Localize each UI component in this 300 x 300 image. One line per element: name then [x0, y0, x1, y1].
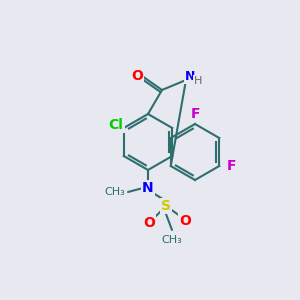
Text: H: H: [194, 76, 202, 86]
Text: O: O: [179, 214, 191, 228]
Text: O: O: [143, 216, 155, 230]
Text: N: N: [185, 70, 195, 83]
Text: Cl: Cl: [108, 118, 123, 132]
Text: CH₃: CH₃: [162, 235, 182, 245]
Text: O: O: [131, 69, 143, 83]
Text: S: S: [161, 199, 171, 213]
Text: F: F: [190, 107, 200, 121]
Text: F: F: [226, 159, 236, 173]
Text: CH₃: CH₃: [104, 187, 125, 197]
Text: N: N: [142, 181, 154, 195]
